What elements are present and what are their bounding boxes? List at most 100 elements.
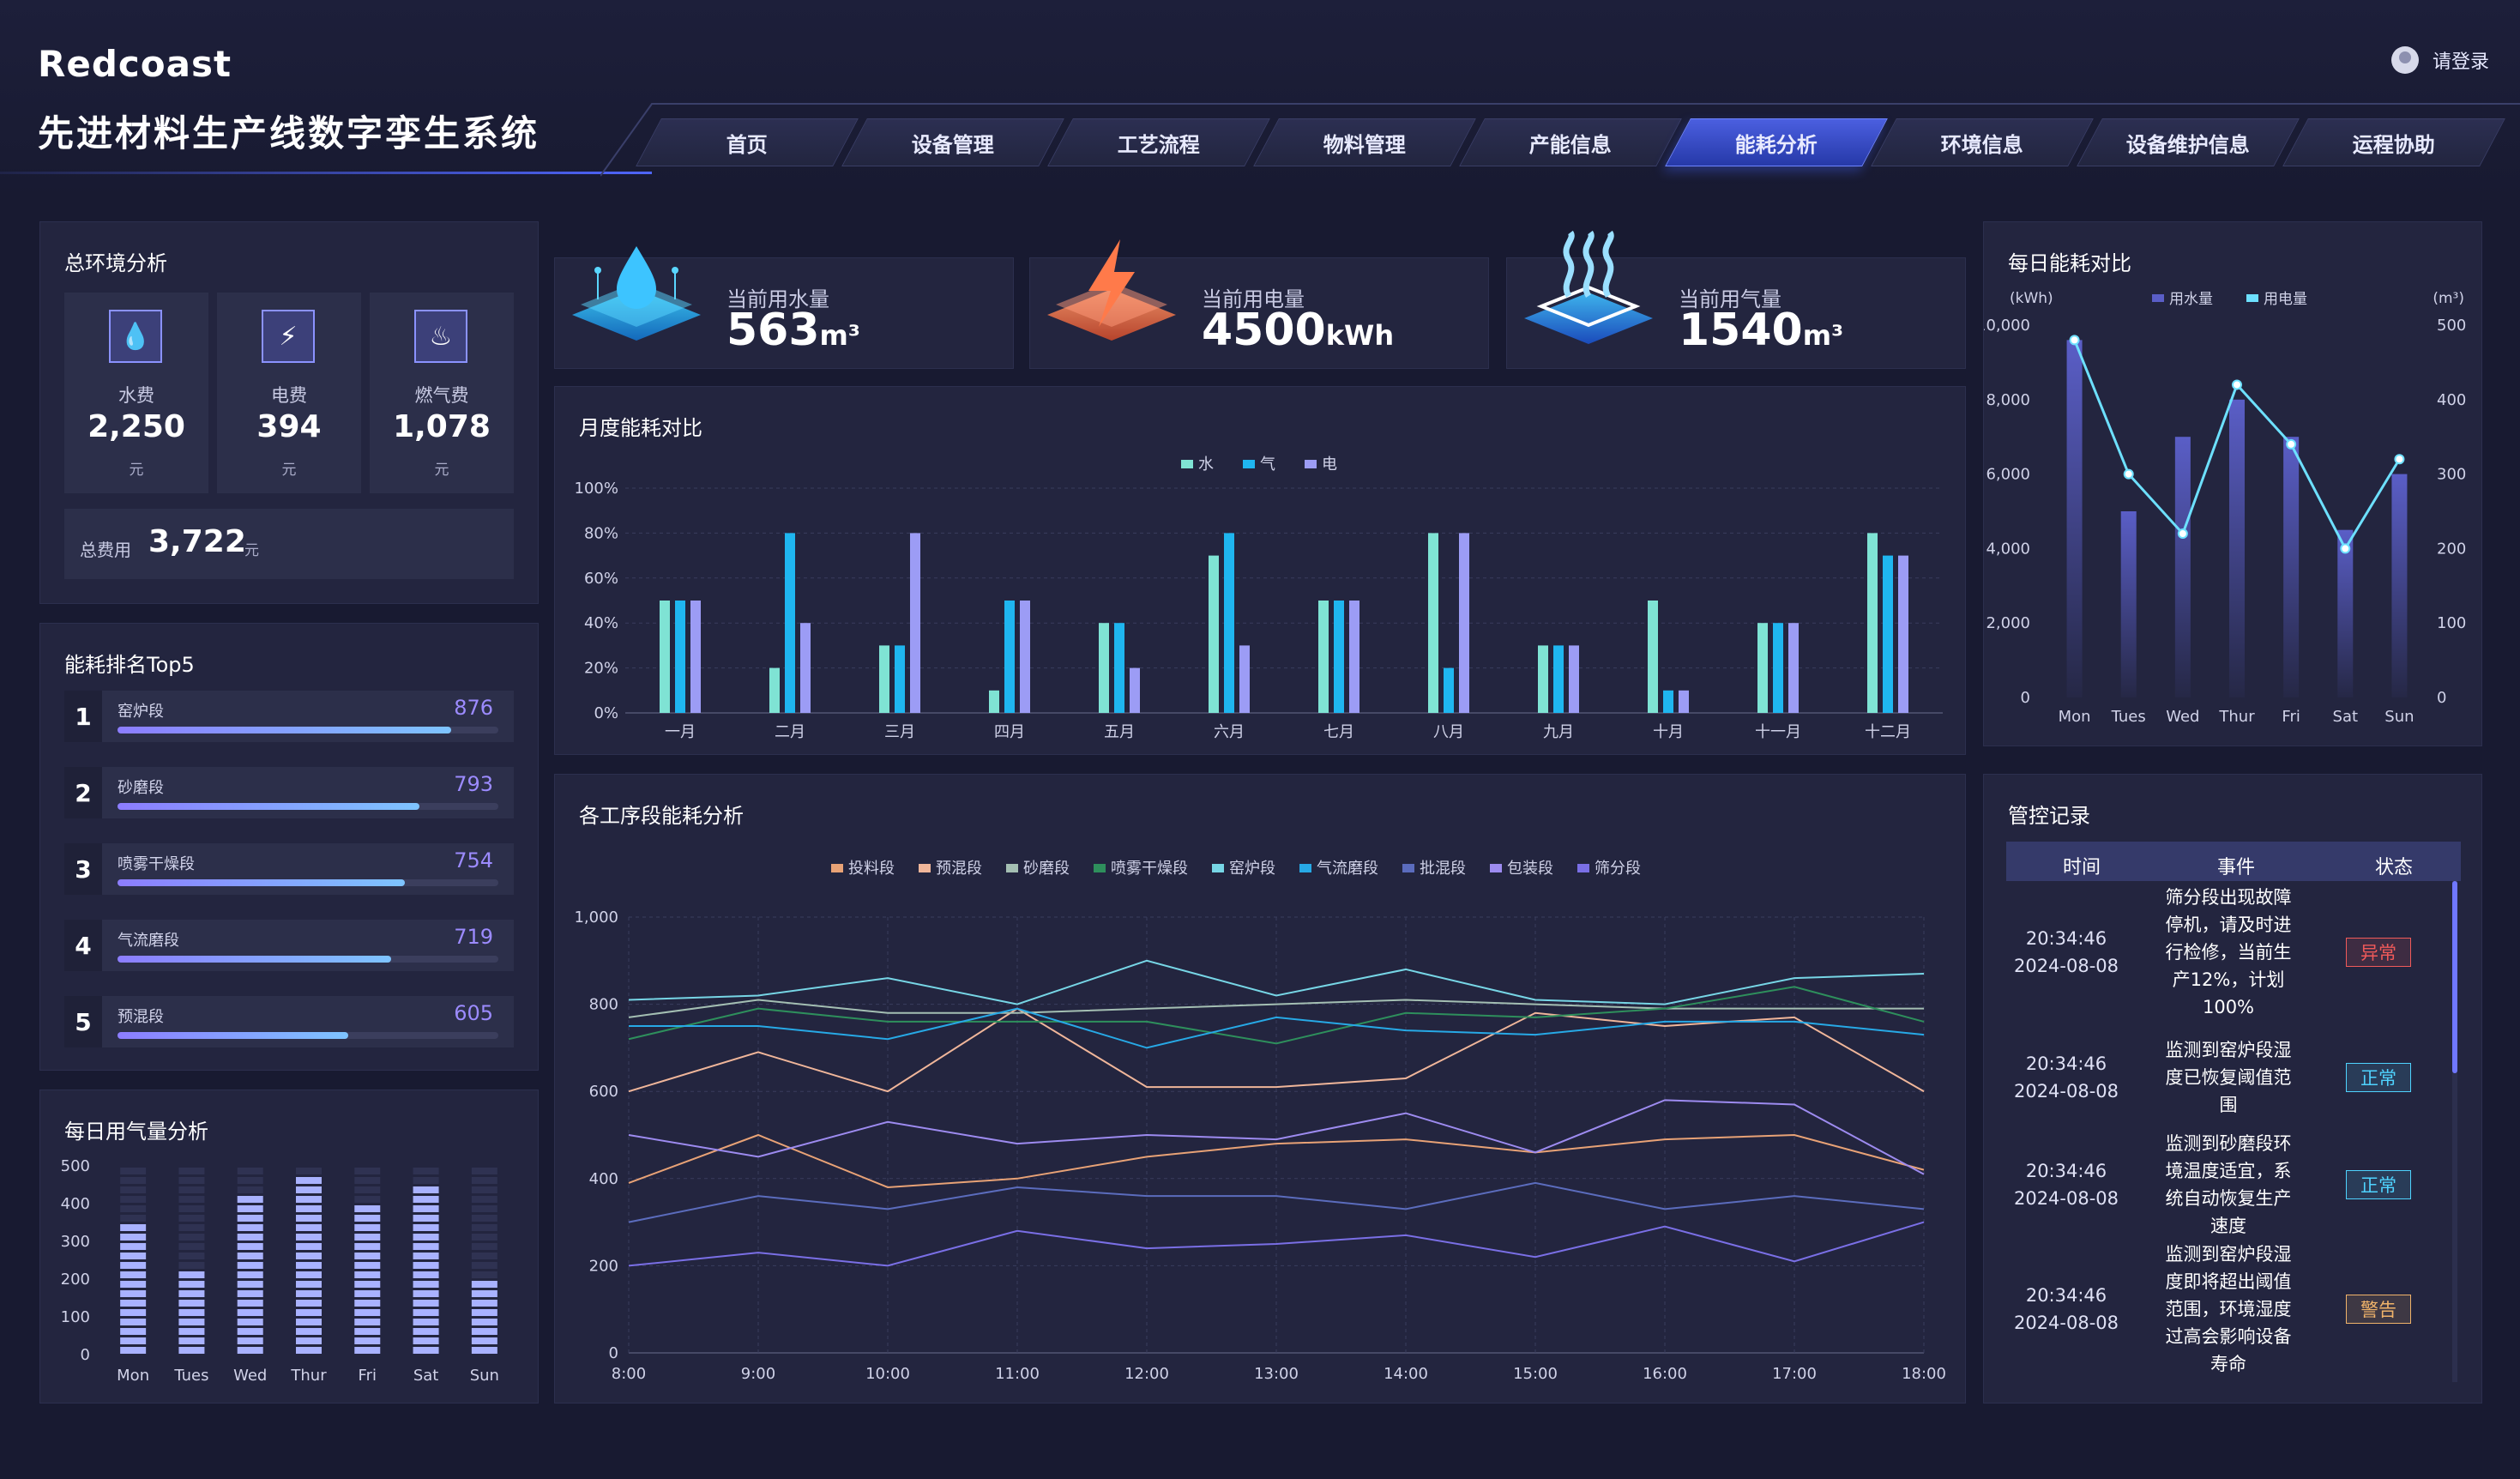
gas-bar-segment	[296, 1347, 322, 1354]
status-badge: 正常	[2346, 1063, 2411, 1092]
gas-bar-segment	[178, 1186, 205, 1193]
monthly-bar	[895, 645, 905, 713]
record-event-line: 围	[2219, 1095, 2238, 1115]
gas-bar-segment	[178, 1319, 205, 1325]
nav-tab-label: 设备管理	[912, 132, 994, 157]
daily-electric-point	[2232, 379, 2242, 390]
rank-row: 2 砂磨段 793	[64, 767, 514, 818]
gas-bar-segment	[471, 1337, 497, 1344]
gas-bar-segment	[354, 1177, 381, 1184]
rank-row: 5 预混段 605	[64, 996, 514, 1047]
gas-bar-segment	[237, 1337, 263, 1344]
nav-tab-8[interactable]: 设备维护信息	[2077, 118, 2300, 166]
legend-label: 预混段	[936, 860, 982, 878]
header: Redcoast 先进材料生产线数字孪生系统 请登录	[0, 0, 2520, 197]
nav-tab-1[interactable]: 首页	[636, 118, 859, 166]
rank-bar-fill	[118, 1032, 348, 1039]
monthly-bar	[1444, 667, 1454, 713]
records-scrollbar-track[interactable]	[2452, 881, 2457, 1382]
env-card-value: 2,250	[87, 409, 185, 444]
electric-3d-icon	[1047, 239, 1176, 341]
y-tick-right: 100	[2437, 614, 2466, 632]
daily-gas-chart: 0 100 200 300 400 500 Mon Tues Wed Thur Fri Sat Sun	[61, 1157, 499, 1385]
legend-label: 气流磨段	[1317, 860, 1378, 878]
gas-bar-segment	[178, 1271, 205, 1278]
rank-bar-fill	[118, 879, 405, 886]
gas-bar-segment	[120, 1300, 147, 1307]
legend-swatch	[831, 864, 843, 872]
record-event-line: 产12%，计划	[2172, 969, 2285, 990]
monthly-bar	[1569, 645, 1579, 713]
gas-bar-segment	[471, 1290, 497, 1297]
record-event-line: 度即将超出阈值	[2165, 1271, 2292, 1292]
rank-number: 3	[64, 843, 102, 895]
nav-tab-2[interactable]: 设备管理	[841, 118, 1064, 166]
series-line-砂磨段	[628, 999, 1924, 1018]
daily-water-bar	[2391, 474, 2408, 697]
gas-bar-segment	[354, 1243, 381, 1250]
gas-bar-segment	[120, 1168, 147, 1174]
gas-bar-segment	[178, 1196, 205, 1203]
rank-value: 876	[454, 696, 493, 720]
nav-tab-5[interactable]: 产能信息	[1459, 118, 1682, 166]
nav-tab-label: 物料管理	[1323, 132, 1406, 157]
daily-water-bar	[2174, 437, 2191, 697]
nav-tab-3[interactable]: 工艺流程	[1047, 118, 1270, 166]
daily-electric-point	[2286, 438, 2297, 450]
monthly-bar	[1773, 623, 1783, 713]
process-energy-panel: 各工序段能耗分析 投料段 预混段 砂磨段 喷雾干燥段 窑炉段 气流磨段 批混段 包装段 筛分段 0…	[554, 774, 1966, 1404]
gas-bar-segment	[354, 1215, 381, 1222]
gas-bar-segment	[120, 1347, 147, 1354]
login-button[interactable]: 请登录	[2390, 46, 2489, 74]
record-date-value: 2024-08-08	[2013, 1081, 2119, 1102]
x-tick-label: 13:00	[1254, 1365, 1299, 1383]
gas-bar-segment	[178, 1337, 205, 1344]
control-records-title: 管控记录	[2008, 804, 2090, 828]
legend-swatch	[919, 864, 931, 872]
gas-bar-segment	[296, 1224, 322, 1231]
records-header-time: 时间	[2063, 857, 2101, 878]
gas-bar-segment	[354, 1300, 381, 1307]
record-event-line: 监测到砂磨段环	[2165, 1133, 2292, 1154]
env-card-unit: 元	[281, 462, 297, 479]
gas-bar-segment	[237, 1347, 263, 1354]
gas-bar-segment	[120, 1309, 147, 1316]
stat-water-value: 563m³	[726, 305, 860, 356]
nav-tab-4[interactable]: 物料管理	[1253, 118, 1476, 166]
x-tick-label: 四月	[994, 723, 1025, 741]
nav-tab-6[interactable]: 能耗分析	[1665, 118, 1888, 166]
gas-bar-segment	[120, 1224, 147, 1231]
gas-bar-segment	[413, 1281, 439, 1288]
env-card-unit: 元	[434, 462, 449, 479]
series-line-投料段	[628, 1133, 1925, 1188]
x-tick-label: 15:00	[1513, 1365, 1558, 1383]
gas-bar-segment	[413, 1205, 439, 1212]
gas-bar-segment	[354, 1205, 381, 1212]
gas-bar-segment	[237, 1234, 263, 1241]
rank-bar-fill	[118, 727, 451, 733]
y-tick-left: 8,000	[1986, 391, 2030, 409]
nav-tab-9[interactable]: 运程协助	[2282, 118, 2505, 166]
legend-swatch	[1577, 864, 1589, 872]
y-tick-label: 800	[589, 996, 618, 1014]
monthly-bar	[1648, 601, 1658, 713]
y-tick-label: 0%	[594, 704, 618, 722]
daily-energy-chart: (kWh) (m³) 用水量 用电量 0 2,000 4,000 6,000 8,000 10,0…	[1984, 290, 2466, 726]
rank-name: 气流磨段	[118, 932, 179, 950]
gas-bar-segment	[296, 1281, 322, 1288]
x-tick-label: 8:00	[612, 1365, 646, 1383]
gas-bar-segment	[354, 1337, 381, 1344]
monthly-bar	[1224, 533, 1234, 713]
gas-bar-segment	[237, 1196, 263, 1203]
gas-bar-segment	[413, 1262, 439, 1269]
monthly-bar	[1239, 645, 1250, 713]
gas-bar-segment	[471, 1177, 497, 1184]
stat-gas: 当前用气量 1540m³	[1506, 230, 1966, 369]
gas-bar-segment	[471, 1196, 497, 1203]
monthly-energy-panel: 月度能耗对比 水 气 电 0% 20% 40% 60% 80% 100% 一月 二月 三月 四月 五月 六月…	[554, 386, 1966, 755]
records-table-header: 时间 事件 状态	[2006, 842, 2461, 881]
records-header-event: 事件	[2217, 857, 2256, 878]
nav-tab-7[interactable]: 环境信息	[1871, 118, 2094, 166]
records-scrollbar-thumb[interactable]	[2452, 881, 2457, 1073]
x-tick-label: 十一月	[1755, 723, 1801, 741]
